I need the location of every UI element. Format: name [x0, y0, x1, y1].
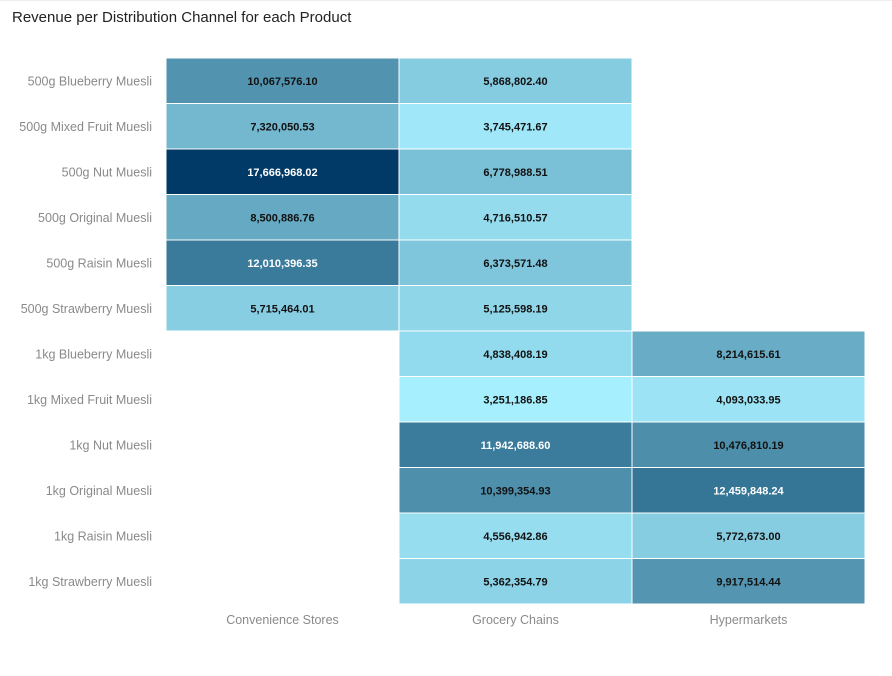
column-label: Convenience Stores — [226, 613, 339, 627]
cell-value-label: 6,778,988.51 — [483, 167, 547, 179]
heatmap-cell[interactable] — [398, 421, 633, 468]
cell-value-label: 12,459,848.24 — [713, 485, 784, 497]
heatmap-cell[interactable] — [398, 285, 633, 332]
top-divider — [0, 0, 892, 1]
row-label: 500g Blueberry Muesli — [28, 74, 152, 88]
heatmap-cell[interactable] — [165, 194, 400, 241]
cell-value-label: 5,772,673.00 — [716, 531, 780, 543]
heatmap-cell[interactable] — [631, 421, 866, 468]
heatmap-cell[interactable] — [398, 57, 633, 104]
cell-value-label: 8,214,615.61 — [716, 349, 780, 361]
cell-value-label: 17,666,968.02 — [247, 167, 317, 179]
heatmap-cell[interactable] — [398, 558, 633, 605]
cell-value-label: 5,868,802.40 — [483, 76, 547, 88]
heatmap-cell[interactable] — [398, 103, 633, 150]
heatmap-cell[interactable] — [398, 512, 633, 559]
cell-value-label: 10,476,810.19 — [713, 440, 783, 452]
cells-layer: 10,067,576.10 5,868,802.40 7,320,050.53 3,7… — [165, 57, 866, 605]
row-label: 1kg Mixed Fruit Muesli — [27, 393, 152, 407]
cell-value-label: 8,500,886.76 — [250, 212, 314, 224]
column-labels: Convenience Stores Grocery Chains Hypermar… — [226, 613, 787, 627]
cell-value-label: 9,917,514.44 — [716, 576, 781, 588]
cell-value-label: 3,745,471.67 — [483, 121, 547, 133]
heatmap-cell[interactable] — [398, 330, 633, 377]
heatmap-cell[interactable] — [165, 285, 400, 332]
cell-value-label: 12,010,396.35 — [247, 258, 317, 270]
row-label: 1kg Strawberry Muesli — [28, 575, 152, 589]
cell-value-label: 10,067,576.10 — [247, 76, 317, 88]
heatmap-cell[interactable] — [631, 467, 866, 514]
row-label: 1kg Nut Muesli — [69, 438, 152, 452]
row-label: 1kg Blueberry Muesli — [35, 347, 152, 361]
cell-value-label: 4,716,510.57 — [483, 212, 547, 224]
row-label: 500g Raisin Muesli — [46, 256, 152, 270]
heatmap-cell[interactable] — [631, 330, 866, 377]
row-label: 500g Strawberry Muesli — [21, 302, 152, 316]
cell-value-label: 3,251,186.85 — [483, 394, 547, 406]
heatmap-cell[interactable] — [631, 558, 866, 605]
row-label: 500g Nut Muesli — [62, 165, 152, 179]
heatmap-cell[interactable] — [398, 239, 633, 286]
cell-value-label: 6,373,571.48 — [483, 258, 547, 270]
row-label: 1kg Original Muesli — [46, 484, 152, 498]
chart-title: Revenue per Distribution Channel for eac… — [12, 9, 352, 26]
cell-value-label: 4,838,408.19 — [483, 349, 547, 361]
row-label: 500g Original Muesli — [38, 211, 152, 225]
row-label: 500g Mixed Fruit Muesli — [19, 120, 152, 134]
row-labels: 500g Blueberry Muesli 500g Mixed Fruit Mu… — [19, 74, 152, 589]
cell-value-label: 5,715,464.01 — [250, 303, 314, 315]
column-label: Hypermarkets — [710, 613, 788, 627]
cell-value-label: 10,399,354.93 — [480, 485, 550, 497]
heatmap-cell[interactable] — [398, 376, 633, 423]
cell-value-label: 5,362,354.79 — [483, 576, 547, 588]
heatmap-cell[interactable] — [165, 103, 400, 150]
cell-value-label: 4,556,942.86 — [483, 531, 547, 543]
column-label: Grocery Chains — [472, 613, 559, 627]
heatmap-cell[interactable] — [398, 148, 633, 195]
row-label: 1kg Raisin Muesli — [54, 529, 152, 543]
cell-value-label: 7,320,050.53 — [250, 121, 314, 133]
heatmap-cell[interactable] — [631, 376, 866, 423]
cell-value-label: 4,093,033.95 — [716, 394, 780, 406]
cell-value-label: 5,125,598.19 — [483, 303, 547, 315]
heatmap-cell[interactable] — [165, 57, 400, 104]
cell-value-label: 11,942,688.60 — [481, 440, 551, 452]
heatmap-cell[interactable] — [631, 512, 866, 559]
